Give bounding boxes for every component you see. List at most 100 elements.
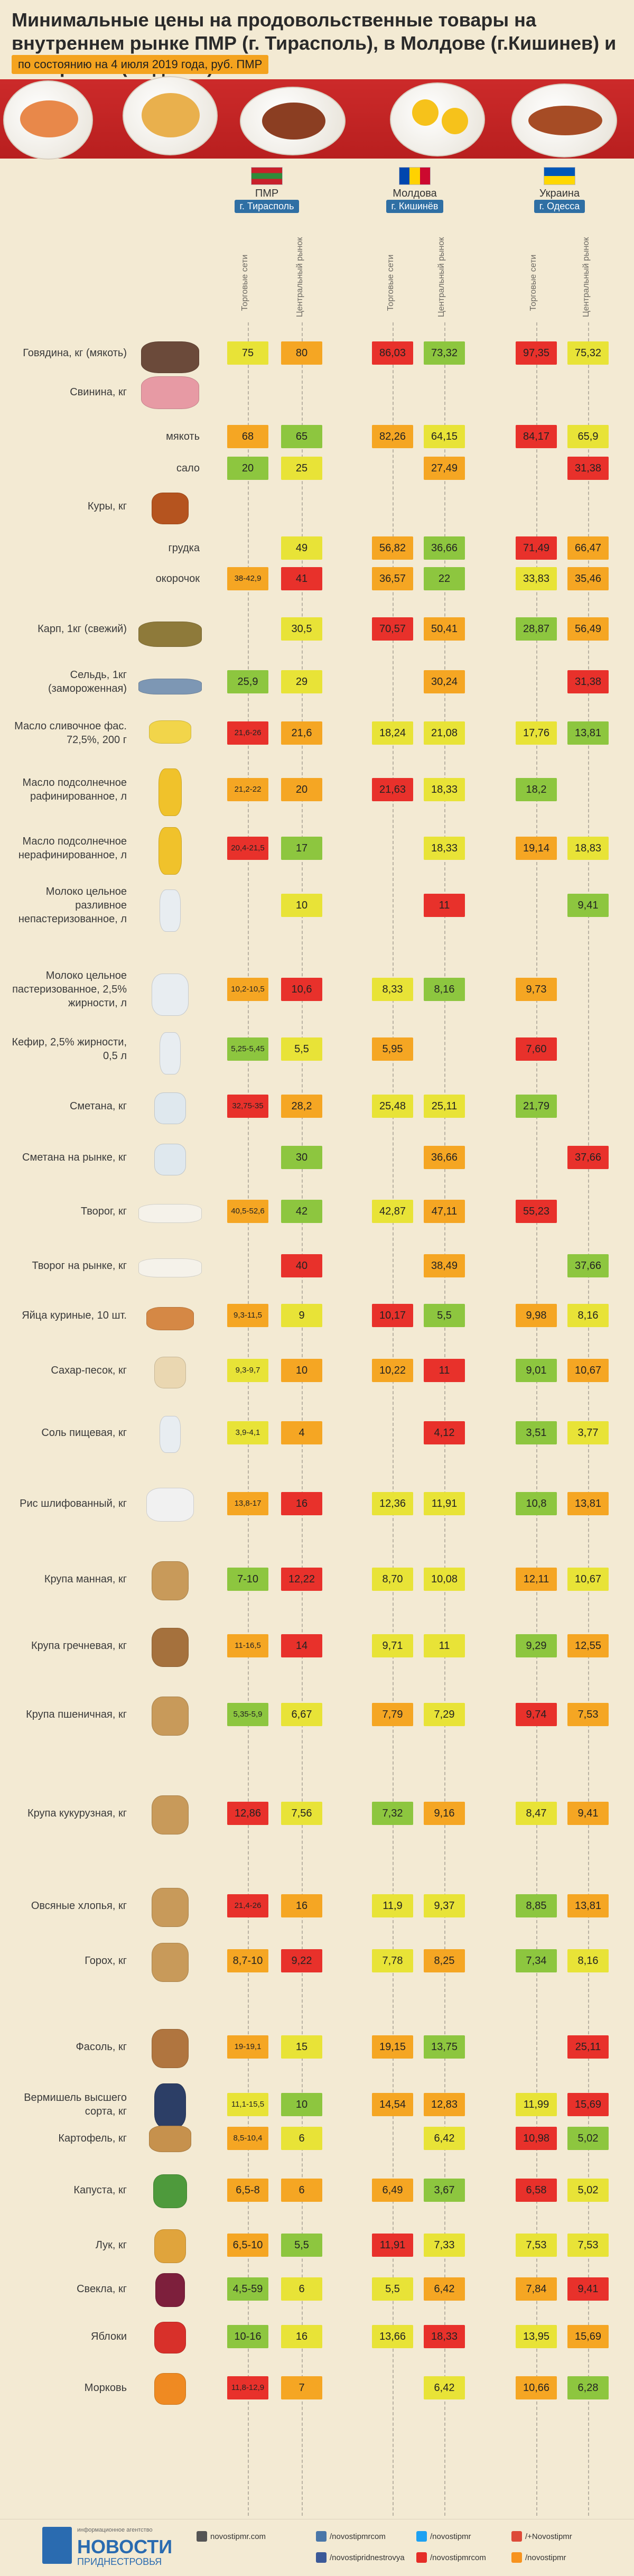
price-cell: 10,17 bbox=[372, 1304, 413, 1327]
page-title: Минимальные цены на продовольственные то… bbox=[12, 9, 617, 77]
price-cell: 36,66 bbox=[424, 536, 465, 560]
price-cell: 6,49 bbox=[372, 2179, 413, 2202]
onion-icon bbox=[138, 2229, 202, 2263]
product-label: Творог, кг bbox=[80, 1206, 127, 1217]
social-link[interactable]: novostipmr.com bbox=[197, 2531, 266, 2542]
price-cell: 75 bbox=[227, 341, 268, 365]
carp-icon bbox=[138, 622, 202, 647]
price-cell: 9,16 bbox=[424, 1802, 465, 1825]
price-cell: 49 bbox=[281, 536, 322, 560]
product-label: Капуста, кг bbox=[73, 2184, 127, 2196]
price-cell: 15,69 bbox=[567, 2093, 609, 2116]
pig-icon bbox=[138, 376, 202, 409]
kefir-bottle-icon bbox=[138, 1032, 202, 1074]
price-cell: 18,2 bbox=[516, 778, 557, 801]
price-cell: 65 bbox=[281, 425, 322, 448]
column-guide-line bbox=[536, 322, 537, 2516]
price-cell: 38,49 bbox=[424, 1254, 465, 1277]
social-link-text: /novostipmr bbox=[430, 2532, 471, 2541]
milk-bottle-icon bbox=[138, 889, 202, 932]
price-cell: 37,66 bbox=[567, 1254, 609, 1277]
price-cell: 10,22 bbox=[372, 1359, 413, 1382]
product-label: сало bbox=[176, 462, 200, 474]
price-cell: 80 bbox=[281, 341, 322, 365]
logo-title: НОВОСТИ bbox=[77, 2536, 173, 2558]
price-cell: 82,26 bbox=[372, 425, 413, 448]
social-link[interactable]: /novostipmr bbox=[416, 2531, 471, 2542]
oil-bottle-icon bbox=[138, 827, 202, 875]
social-link[interactable]: /novostipmrcom bbox=[416, 2552, 486, 2563]
price-cell: 20,4-21,5 bbox=[227, 837, 268, 860]
price-cell: 9 bbox=[281, 1304, 322, 1327]
price-cell: 8,47 bbox=[516, 1802, 557, 1825]
price-cell: 19-19,1 bbox=[227, 2035, 268, 2059]
country-moldova: Молдова г. Кишинёв bbox=[370, 167, 460, 213]
product-label: Морковь bbox=[84, 2382, 127, 2394]
price-cell: 7,32 bbox=[372, 1802, 413, 1825]
social-link[interactable]: /novostipmrcom bbox=[316, 2531, 386, 2542]
plate-eggs-icon bbox=[390, 82, 485, 156]
price-cell: 9,73 bbox=[516, 978, 557, 1001]
price-cell: 18,33 bbox=[424, 778, 465, 801]
rice-bowl-icon bbox=[138, 1488, 202, 1522]
price-cell: 6,42 bbox=[424, 2277, 465, 2301]
twitter-icon bbox=[416, 2531, 427, 2542]
social-link-text: /novostipridnestrovya bbox=[330, 2553, 405, 2562]
product-label: грудка bbox=[168, 542, 200, 554]
column-guide-line bbox=[444, 322, 445, 2516]
col-head-pmr-retail: Торговые сети bbox=[240, 254, 249, 311]
price-cell: 25,11 bbox=[424, 1095, 465, 1118]
price-cell: 7,34 bbox=[516, 1949, 557, 1972]
price-cell: 21,4-26 bbox=[227, 1894, 268, 1917]
country-name: Молдова bbox=[393, 188, 437, 199]
price-cell: 9,3-9,7 bbox=[227, 1359, 268, 1382]
plate-pasta-icon bbox=[123, 76, 218, 155]
price-cell: 28,2 bbox=[281, 1095, 322, 1118]
price-cell: 10,66 bbox=[516, 2376, 557, 2399]
price-cell: 6 bbox=[281, 2179, 322, 2202]
ok-icon bbox=[511, 2552, 522, 2563]
price-cell: 8,70 bbox=[372, 1568, 413, 1591]
price-cell: 8,7-10 bbox=[227, 1949, 268, 1972]
price-cell: 36,57 bbox=[372, 567, 413, 590]
price-cell: 3,77 bbox=[567, 1421, 609, 1444]
social-link[interactable]: /+Novostipmr bbox=[511, 2531, 572, 2542]
logo-subtitle: ПРИДНЕСТРОВЬЯ bbox=[77, 2556, 162, 2567]
price-cell: 18,33 bbox=[424, 2325, 465, 2348]
price-cell: 18,24 bbox=[372, 721, 413, 745]
price-cell: 31,38 bbox=[567, 670, 609, 693]
product-label: Крупа кукурузная, кг bbox=[27, 1808, 127, 1819]
price-cell: 12,22 bbox=[281, 1568, 322, 1591]
price-cell: 5,25-5,45 bbox=[227, 1037, 268, 1061]
price-cell: 7,53 bbox=[567, 2234, 609, 2257]
price-cell: 10,08 bbox=[424, 1568, 465, 1591]
price-cell: 4,5-59 bbox=[227, 2277, 268, 2301]
price-cell: 97,35 bbox=[516, 341, 557, 365]
price-cell: 75,32 bbox=[567, 341, 609, 365]
price-cell: 47,11 bbox=[424, 1200, 465, 1223]
product-label: Яблоки bbox=[91, 2331, 127, 2342]
plate-steak-icon bbox=[240, 87, 346, 155]
price-cell: 11,91 bbox=[424, 1492, 465, 1515]
product-label: Масло сливочное фас. 72,5%, 200 г bbox=[14, 720, 127, 746]
product-label: Крупа манная, кг bbox=[44, 1573, 127, 1585]
price-cell: 13,75 bbox=[424, 2035, 465, 2059]
price-cell: 30,24 bbox=[424, 670, 465, 693]
wheat-groats-sack-icon bbox=[138, 1697, 202, 1736]
product-label: Крупа пшеничная, кг bbox=[26, 1709, 127, 1720]
price-cell: 25,9 bbox=[227, 670, 268, 693]
price-cell: 10 bbox=[281, 894, 322, 917]
social-link[interactable]: /novostipridnestrovya bbox=[316, 2552, 405, 2563]
social-link-text: /novostipmrcom bbox=[430, 2553, 486, 2562]
price-cell: 13,95 bbox=[516, 2325, 557, 2348]
city-label: г. Кишинёв bbox=[386, 200, 444, 213]
product-label: Сахар-песок, кг bbox=[51, 1365, 127, 1376]
col-head-md-market: Центральный рынок bbox=[437, 237, 446, 317]
price-cell: 6 bbox=[281, 2277, 322, 2301]
social-link[interactable]: /novostipmr bbox=[511, 2552, 566, 2563]
product-label: Горох, кг bbox=[85, 1955, 127, 1967]
price-cell: 21,6 bbox=[281, 721, 322, 745]
price-cell: 3,67 bbox=[424, 2179, 465, 2202]
price-cell: 12,55 bbox=[567, 1634, 609, 1657]
price-cell: 12,83 bbox=[424, 2093, 465, 2116]
